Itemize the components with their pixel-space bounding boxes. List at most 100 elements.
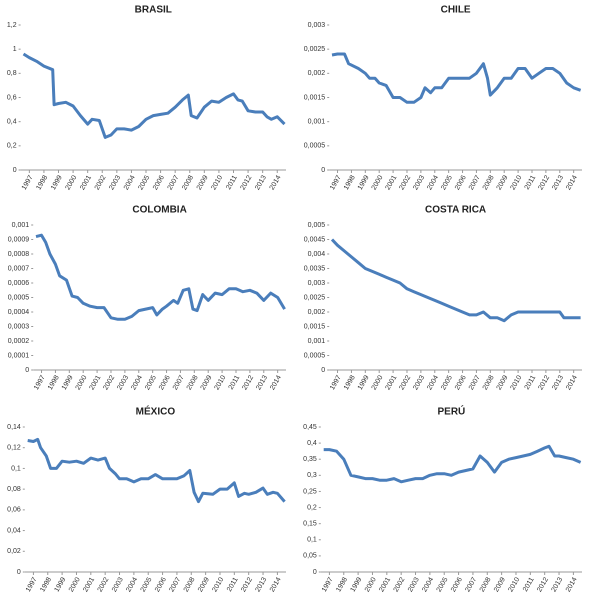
x-tick-label: 2008 bbox=[482, 174, 496, 191]
x-tick-label: 2013 bbox=[255, 374, 269, 391]
x-tick-label: 2007 bbox=[464, 576, 478, 593]
x-tick-label: 2014 bbox=[269, 576, 283, 593]
x-tick-label: 2008 bbox=[181, 174, 195, 191]
x-tick-label: 2009 bbox=[196, 174, 210, 191]
x-tick-label: 2011 bbox=[524, 374, 538, 391]
x-tick-label: 1998 bbox=[39, 576, 53, 593]
x-tick-label: 2004 bbox=[426, 174, 440, 191]
x-tick-label: 2003 bbox=[111, 576, 125, 593]
y-tick-label: 0,0006 bbox=[8, 280, 30, 287]
y-tick-label: 0,004 bbox=[308, 251, 326, 258]
line bbox=[323, 444, 582, 484]
y-tick-label: 0,45 bbox=[303, 424, 317, 431]
x-tick-label: 2010 bbox=[210, 174, 224, 191]
y-tick-label: 0,0035 bbox=[304, 265, 326, 272]
chart-title: CHILE bbox=[441, 5, 471, 16]
x-tick-label: 2006 bbox=[450, 576, 464, 593]
x-tick-label: 1997 bbox=[21, 174, 35, 191]
y-tick-label: 0,2 bbox=[7, 143, 17, 150]
y-tick-label: 0 bbox=[321, 367, 325, 374]
y-tick-label: 0,4 bbox=[307, 440, 317, 447]
y-tick-label: 0,15 bbox=[303, 521, 317, 528]
y-tick-label: 0,002 bbox=[308, 70, 326, 77]
x-tick-label: 2008 bbox=[186, 374, 200, 391]
x-tick-label: 2011 bbox=[522, 576, 536, 593]
x-tick-label: 1999 bbox=[61, 374, 75, 391]
y-tick-label: 0,08 bbox=[7, 486, 21, 493]
y-tick-label: 0,0015 bbox=[304, 323, 326, 330]
x-tick-label: 2006 bbox=[454, 174, 468, 191]
y-tick-label: 0 bbox=[17, 569, 21, 576]
y-tick-label: 0,001 bbox=[12, 222, 30, 229]
y-tick-label: 0,35 bbox=[303, 456, 317, 463]
x-tick-label: 2013 bbox=[551, 174, 565, 191]
y-tick-label: 0,0025 bbox=[304, 294, 326, 301]
x-tick-label: 1997 bbox=[329, 174, 343, 191]
x-tick-label: 2004 bbox=[125, 576, 139, 593]
line bbox=[35, 233, 286, 321]
x-tick-label: 2003 bbox=[108, 174, 122, 191]
x-tick-label: 2002 bbox=[94, 174, 108, 191]
x-tick-label: 2001 bbox=[385, 374, 399, 391]
y-tick-label: 0,0003 bbox=[8, 323, 30, 330]
y-tick-label: 0 bbox=[25, 367, 29, 374]
x-tick-label: 2004 bbox=[421, 576, 435, 593]
x-tick-label: 2013 bbox=[255, 576, 269, 593]
x-tick-label: 2003 bbox=[116, 374, 130, 391]
x-tick-label: 2000 bbox=[65, 174, 79, 191]
y-tick-label: 0,0015 bbox=[304, 94, 326, 101]
y-tick-label: 0,0008 bbox=[8, 251, 30, 258]
x-tick-label: 2009 bbox=[496, 174, 510, 191]
x-tick-label: 2007 bbox=[468, 374, 482, 391]
x-tick-label: 2008 bbox=[479, 576, 493, 593]
x-tick-label: 2006 bbox=[454, 374, 468, 391]
x-tick-label: 2011 bbox=[228, 374, 242, 391]
x-tick-label: 2008 bbox=[482, 374, 496, 391]
x-tick-label: 2005 bbox=[440, 174, 454, 191]
y-tick-label: 0,001 bbox=[308, 338, 326, 345]
x-tick-label: 2007 bbox=[168, 576, 182, 593]
x-tick-label: 2002 bbox=[97, 576, 111, 593]
x-tick-label: 2005 bbox=[140, 576, 154, 593]
y-tick-label: 0,005 bbox=[308, 222, 326, 229]
chart-title: BRASIL bbox=[135, 5, 172, 16]
chart-title: COSTA RICA bbox=[425, 205, 486, 216]
x-tick-label: 2009 bbox=[197, 576, 211, 593]
x-tick-label: 2000 bbox=[75, 374, 89, 391]
y-tick-label: 0,0005 bbox=[8, 294, 30, 301]
x-tick-label: 2011 bbox=[226, 576, 240, 593]
x-tick-label: 2014 bbox=[565, 374, 579, 391]
y-tick-label: 0,0005 bbox=[304, 143, 326, 150]
x-tick-label: 2003 bbox=[412, 374, 426, 391]
y-tick-label: 0,1 bbox=[11, 465, 21, 472]
x-tick-label: 1997 bbox=[329, 374, 343, 391]
y-tick-label: 0,0045 bbox=[304, 236, 326, 243]
y-tick-label: 1,2 bbox=[7, 22, 17, 29]
y-tick-label: 0,0025 bbox=[304, 46, 326, 53]
x-tick-label: 1999 bbox=[357, 174, 371, 191]
x-tick-label: 1997 bbox=[25, 576, 39, 593]
x-tick-label: 2012 bbox=[240, 576, 254, 593]
y-tick-label: 0 bbox=[321, 167, 325, 174]
x-tick-label: 2010 bbox=[510, 374, 524, 391]
x-tick-label: 2002 bbox=[102, 374, 116, 391]
x-tick-label: 2001 bbox=[385, 174, 399, 191]
chart-title: MÉXICO bbox=[136, 405, 176, 418]
x-tick-label: 2003 bbox=[412, 174, 426, 191]
y-tick-label: 0,0007 bbox=[8, 265, 30, 272]
x-tick-label: 2009 bbox=[493, 576, 507, 593]
line bbox=[330, 238, 581, 323]
x-tick-label: 2005 bbox=[436, 576, 450, 593]
y-tick-label: 0,6 bbox=[7, 94, 17, 101]
x-tick-label: 2002 bbox=[398, 174, 412, 191]
x-tick-label: 2010 bbox=[214, 374, 228, 391]
y-tick-label: 0,14 bbox=[7, 424, 21, 431]
chart-title: PERÚ bbox=[438, 405, 466, 418]
x-tick-label: 2012 bbox=[240, 174, 254, 191]
y-tick-label: 0,12 bbox=[7, 445, 21, 452]
x-tick-label: 1998 bbox=[343, 374, 357, 391]
x-tick-label: 2012 bbox=[241, 374, 255, 391]
y-tick-label: 0,0004 bbox=[8, 309, 30, 316]
x-tick-label: 2005 bbox=[144, 374, 158, 391]
